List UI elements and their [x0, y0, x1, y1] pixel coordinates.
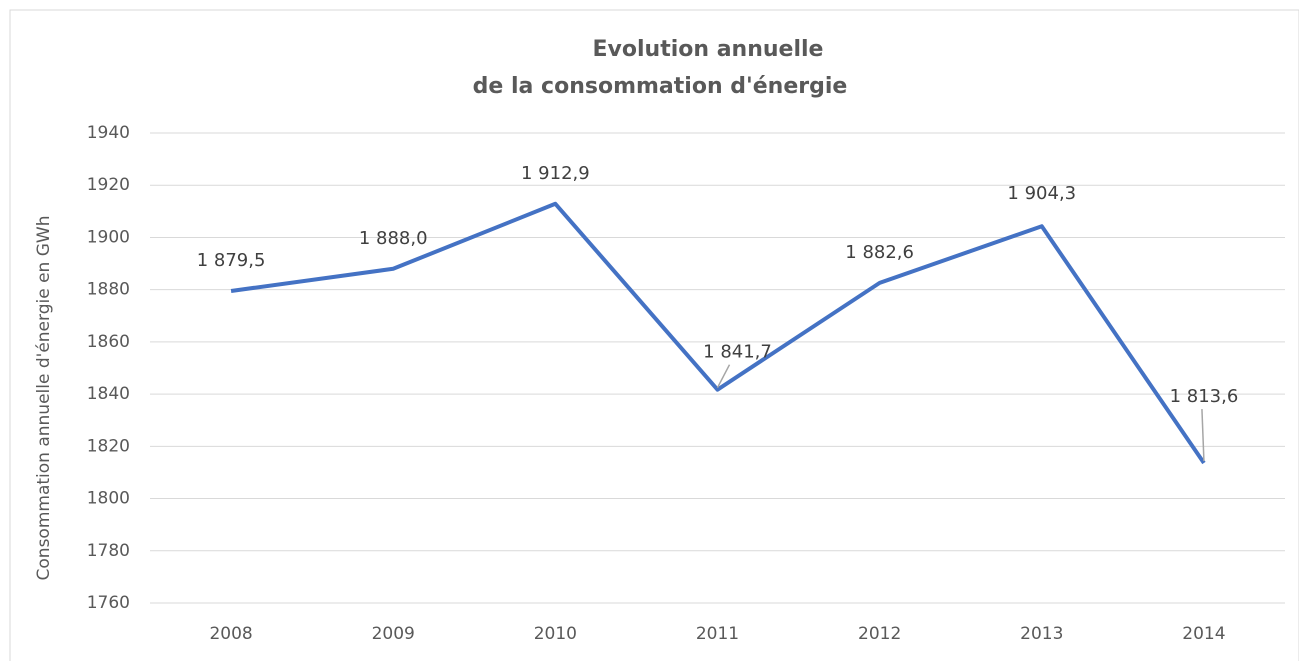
y-tick-label: 1840: [87, 384, 130, 404]
data-label: 1 813,6: [1170, 386, 1239, 407]
y-tick-label: 1800: [87, 489, 130, 509]
y-tick-label: 1880: [87, 280, 130, 300]
x-tick-label: 2014: [1182, 624, 1225, 644]
x-tick-label: 2008: [209, 624, 252, 644]
x-tick-label: 2009: [372, 624, 415, 644]
chart-frame: [9, 9, 1299, 661]
x-tick-label: 2013: [1020, 624, 1063, 644]
chart-title: de la consommation d'énergie: [473, 74, 848, 99]
data-label: 1 904,3: [1007, 183, 1076, 204]
data-label: 1 912,9: [521, 163, 590, 184]
data-label: 1 888,0: [359, 228, 428, 249]
x-tick-label: 2011: [696, 624, 739, 644]
data-label: 1 841,7: [703, 342, 772, 363]
y-tick-label: 1940: [87, 123, 130, 143]
x-tick-label: 2012: [858, 624, 901, 644]
chart-title: Evolution annuelle: [593, 37, 824, 62]
y-tick-label: 1900: [87, 227, 130, 247]
y-tick-label: 1860: [87, 332, 130, 352]
y-tick-label: 1760: [87, 593, 130, 613]
data-label: 1 879,5: [197, 250, 266, 271]
leader-line: [1201, 409, 1205, 462]
data-label: 1 882,6: [845, 242, 914, 263]
y-tick-label: 1820: [87, 436, 130, 456]
leader-line: [716, 364, 731, 389]
y-axis-label: Consommation annuelle d'énergie en GWh: [34, 216, 54, 581]
y-tick-label: 1780: [87, 541, 130, 561]
y-tick-label: 1920: [87, 175, 130, 195]
x-tick-label: 2010: [534, 624, 577, 644]
line: [230, 201, 1206, 465]
